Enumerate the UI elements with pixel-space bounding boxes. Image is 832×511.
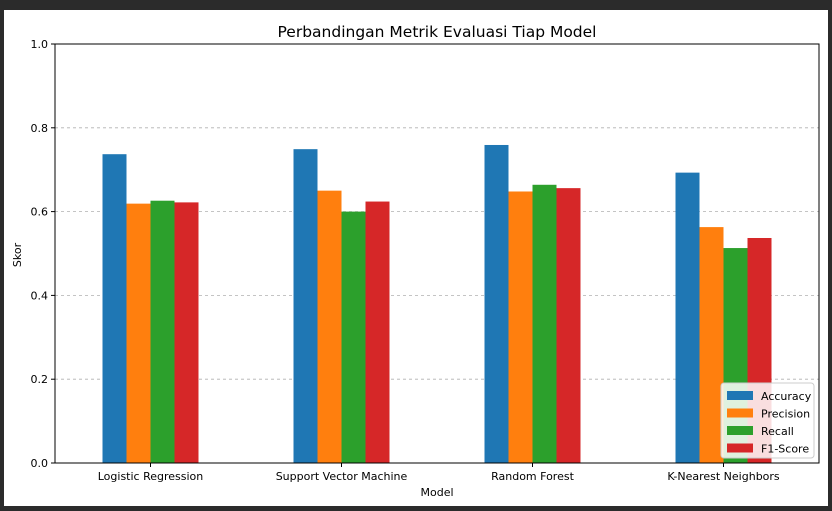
y-tick-label: 0.0 <box>31 457 49 470</box>
bar-accuracy <box>484 144 509 463</box>
y-axis-label: Skor <box>11 242 24 267</box>
legend-label: Precision <box>761 408 810 421</box>
legend-label: Accuracy <box>761 390 812 403</box>
bar-recall <box>532 184 557 463</box>
y-axis: 0.0 0.2 0.4 0.6 0.8 1.0 <box>31 38 55 470</box>
bar-recall <box>341 211 366 463</box>
legend-swatch <box>727 408 753 418</box>
y-tick-label: 0.4 <box>31 289 49 302</box>
plot-frame <box>54 43 820 464</box>
legend-swatch <box>727 443 753 453</box>
bar-precision <box>699 227 724 463</box>
bar-accuracy <box>675 172 700 463</box>
chart-canvas: 0.0 0.2 0.4 0.6 0.8 1.0 Logistic Regression Su… <box>4 10 828 506</box>
bar-f1-score <box>365 201 390 463</box>
x-axis: Logistic Regression Support Vector Machin… <box>98 463 780 483</box>
bar-precision <box>126 203 151 463</box>
x-tick-label: K-Nearest Neighbors <box>667 470 780 483</box>
bar-precision <box>317 190 342 463</box>
bar-recall <box>150 200 175 463</box>
bar-f1-score <box>174 202 199 463</box>
bar-precision <box>508 191 533 463</box>
legend-swatch <box>727 426 753 435</box>
bar-f1-score <box>556 188 581 464</box>
y-tick-label: 0.6 <box>31 206 49 219</box>
legend: Accuracy Precision Recall F1-Score <box>720 382 815 459</box>
x-tick-label: Random Forest <box>491 470 574 483</box>
x-tick-label: Logistic Regression <box>98 470 204 483</box>
bar-accuracy <box>293 149 318 463</box>
bars <box>102 144 772 464</box>
legend-label: F1-Score <box>761 443 809 456</box>
x-tick-label: Support Vector Machine <box>276 470 408 483</box>
bar-accuracy <box>102 154 127 463</box>
legend-box <box>720 382 815 459</box>
legend-label: Recall <box>761 425 794 438</box>
bar-chart: 0.0 0.2 0.4 0.6 0.8 1.0 Logistic Regression Su… <box>11 23 820 499</box>
chart-title: Perbandingan Metrik Evaluasi Tiap Model <box>278 23 597 41</box>
legend-swatch <box>727 391 753 400</box>
x-axis-label: Model <box>420 486 453 499</box>
y-tick-label: 0.8 <box>31 122 49 135</box>
y-tick-label: 0.2 <box>31 373 49 386</box>
y-tick-label: 1.0 <box>31 38 49 51</box>
